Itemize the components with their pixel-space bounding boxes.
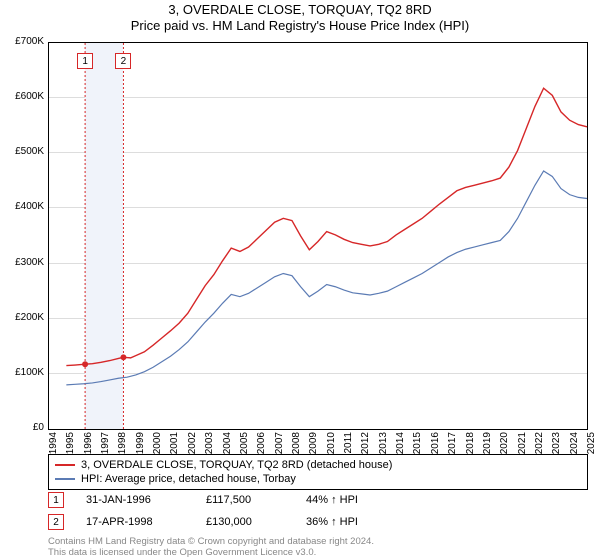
legend-swatch: [55, 478, 75, 480]
y-tick-label: £500K: [0, 146, 44, 157]
chart-plot-area: 12: [48, 42, 588, 430]
y-tick-label: £700K: [0, 36, 44, 47]
sale-marker-icon: 1: [48, 492, 64, 508]
legend-label: HPI: Average price, detached house, Torb…: [81, 472, 296, 486]
title-address: 3, OVERDALE CLOSE, TORQUAY, TQ2 8RD: [0, 2, 600, 17]
sale-marker-icon: 2: [115, 53, 131, 69]
legend-swatch: [55, 464, 75, 466]
sale-dot-icon: [82, 361, 88, 367]
attribution-line: Contains HM Land Registry data © Crown c…: [48, 536, 588, 547]
table-row: 2 17-APR-1998 £130,000 36% ↑ HPI: [48, 514, 588, 530]
series-line: [66, 171, 587, 385]
sales-table: 1 31-JAN-1996 £117,500 44% ↑ HPI 2 17-AP…: [48, 492, 588, 536]
y-tick-label: £100K: [0, 367, 44, 378]
y-tick-label: £0: [0, 422, 44, 433]
table-row: 1 31-JAN-1996 £117,500 44% ↑ HPI: [48, 492, 588, 508]
attribution-line: This data is licensed under the Open Gov…: [48, 547, 588, 558]
y-tick-label: £200K: [0, 312, 44, 323]
legend-item: HPI: Average price, detached house, Torb…: [55, 472, 581, 486]
y-tick-label: £300K: [0, 257, 44, 268]
title-subtitle: Price paid vs. HM Land Registry's House …: [0, 18, 600, 33]
sale-price: £130,000: [206, 516, 306, 528]
y-tick-label: £400K: [0, 201, 44, 212]
sale-date: 31-JAN-1996: [86, 494, 206, 506]
sale-hpi: 36% ↑ HPI: [306, 516, 426, 528]
legend-item: 3, OVERDALE CLOSE, TORQUAY, TQ2 8RD (det…: [55, 458, 581, 472]
sale-marker-icon: 1: [77, 53, 93, 69]
y-tick-label: £600K: [0, 91, 44, 102]
chart-svg: [49, 43, 587, 429]
series-line: [66, 88, 587, 365]
sale-marker-icon: 2: [48, 514, 64, 530]
sale-price: £117,500: [206, 494, 306, 506]
legend-label: 3, OVERDALE CLOSE, TORQUAY, TQ2 8RD (det…: [81, 458, 392, 472]
legend: 3, OVERDALE CLOSE, TORQUAY, TQ2 8RD (det…: [48, 454, 588, 490]
attribution: Contains HM Land Registry data © Crown c…: [48, 536, 588, 558]
sale-date: 17-APR-1998: [86, 516, 206, 528]
sale-dot-icon: [120, 354, 126, 360]
sale-hpi: 44% ↑ HPI: [306, 494, 426, 506]
